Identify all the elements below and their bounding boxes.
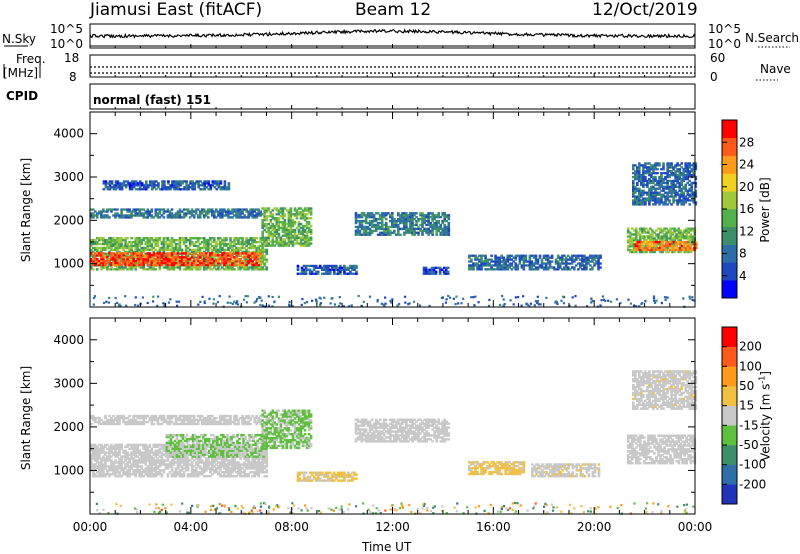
velocity-echo-region [531, 463, 601, 478]
velocity-colorbar-swatch [722, 484, 737, 505]
velocity-echo-region [354, 418, 451, 443]
power-colorbar-tick-label: 12 [739, 224, 754, 238]
nsky-tick-top: 10^5 [50, 22, 83, 36]
power-ytick-label: 3000 [53, 170, 84, 184]
x-axis-label: Time UT [362, 540, 412, 554]
velocity-colorbar-tick-label: 50 [739, 379, 754, 393]
nave-tick-top: 60 [710, 51, 726, 65]
nsearch-tick-bottom: 10^0 [708, 37, 741, 51]
nsearch-tick-top: 10^5 [708, 22, 741, 36]
velocity-colorbar-tick-label: -15 [739, 418, 759, 432]
power-colorbar-swatch [722, 209, 737, 228]
power-echo-region [354, 212, 451, 236]
velocity-echo-region [165, 433, 267, 458]
power-colorbar-swatch [722, 262, 737, 281]
velocity-colorbar-swatch [722, 386, 737, 406]
velocity-colorbar-tick-label: -50 [739, 438, 759, 452]
power-colorbar-swatch [722, 280, 737, 299]
power-echo-region [90, 252, 262, 267]
velocity-ytick-label: 3000 [53, 376, 84, 390]
nave-tick-bottom: 0 [710, 70, 718, 84]
velocity-ytick-label: 4000 [53, 333, 84, 347]
freq-tick-bottom: 8 [69, 70, 77, 84]
freq-label: Freq. [16, 52, 46, 66]
nsearch-label: N.Search [745, 31, 800, 45]
velocity-colorbar-swatch [722, 366, 737, 387]
power-echo-region [422, 266, 450, 275]
velocity-colorbar-frame [721, 326, 738, 505]
power-echo-region [90, 208, 262, 219]
velocity-echo-region [296, 471, 358, 482]
station-title: Jiamusi East (fitACF) [90, 0, 263, 20]
velocity-colorbar-swatch [722, 405, 737, 426]
date-title: 12/Oct/2019 [592, 0, 698, 20]
nsky-tick-bottom: 10^0 [50, 37, 83, 51]
x-tick-label: 08:00 [274, 520, 309, 534]
velocity-colorbar-tick-label: 200 [739, 340, 762, 354]
nsky-trace [89, 28, 696, 39]
velocity-near-range-speckle [95, 501, 695, 515]
power-colorbar-swatch [722, 226, 737, 245]
velocity-colorbar-swatch [722, 464, 737, 485]
power-colorbar-tick-label: 8 [739, 247, 747, 261]
power-echo-region [632, 162, 698, 206]
velocity-colorbar-swatch [722, 327, 737, 347]
power-echo-region [634, 240, 698, 252]
power-colorbar-tick-label: 24 [739, 158, 754, 172]
velocity-echo-region [90, 414, 262, 426]
freq-unit-label: [MHz] [3, 66, 39, 80]
velocity-colorbar-tick-label: 15 [739, 399, 754, 413]
power-ytick-label: 2000 [53, 213, 84, 227]
x-tick-label: 16:00 [476, 520, 511, 534]
power-colorbar-swatch [722, 137, 737, 156]
freq-tick-top: 18 [64, 51, 80, 65]
velocity-ytick-label: 2000 [53, 420, 84, 434]
power-colorbar-tick-label: 20 [739, 180, 754, 194]
x-tick-label: 04:00 [174, 520, 209, 534]
velocity-echo-region [261, 409, 313, 450]
velocity-ytick-label: 1000 [53, 463, 84, 477]
velocity-echo-region [468, 461, 526, 476]
power-echo-region [102, 180, 231, 191]
nave-label: Nave [760, 62, 791, 76]
power-colorbar-swatch [722, 173, 737, 192]
cpid-value: normal (fast) 151 [93, 93, 211, 107]
velocity-echo-region [626, 434, 697, 465]
power-colorbar-swatch [722, 155, 737, 174]
power-ytick-label: 4000 [53, 127, 84, 141]
velocity-colorbar-tick-label: -100 [739, 458, 766, 472]
power-near-range-speckle [92, 294, 696, 308]
velocity-colorbar-swatch [722, 445, 737, 465]
x-tick-label: 12:00 [375, 520, 410, 534]
power-echo-region [261, 207, 313, 247]
velocity-colorbar-swatch [722, 346, 737, 367]
power-echo-region [296, 264, 358, 275]
power-colorbar-swatch [722, 191, 737, 210]
velocity-colorbar-swatch [722, 425, 737, 446]
power-colorbar-tick-label: 16 [739, 202, 754, 216]
x-tick-label: 20:00 [577, 520, 612, 534]
power-ytick-label: 1000 [53, 257, 84, 271]
power-colorbar-swatch [722, 244, 737, 263]
power-colorbar-swatch [722, 120, 737, 139]
cpid-label: CPID [6, 89, 39, 103]
velocity-colorbar-tick-label: 100 [739, 359, 762, 373]
velocity-echo-region [632, 370, 698, 410]
x-tick-label: 00:00 [73, 520, 108, 534]
power-colorbar-tick-label: 4 [739, 269, 747, 283]
beam-title: Beam 12 [355, 0, 432, 20]
nsky-label: N.Sky [2, 32, 37, 46]
power-colorbar-tick-label: 28 [739, 135, 754, 149]
x-tick-label: 00:00 [678, 520, 713, 534]
velocity-colorbar-tick-label: -200 [739, 477, 766, 491]
power-echo-region [468, 254, 602, 271]
